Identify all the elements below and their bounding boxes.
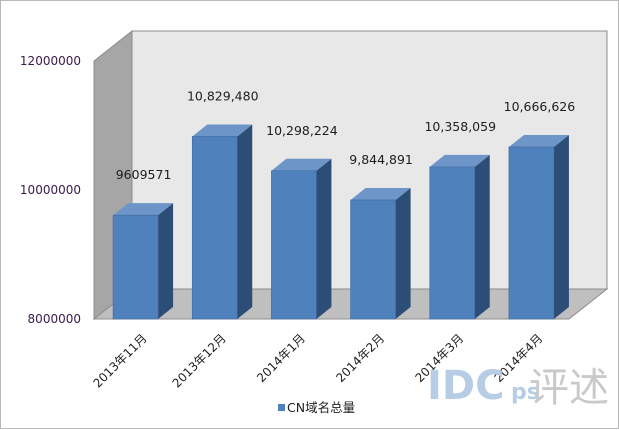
data-label: 10,829,480: [187, 88, 259, 103]
data-label: 10,358,059: [424, 119, 496, 134]
category-label: 2014年2月: [333, 331, 387, 385]
data-label: 9609571: [116, 167, 172, 182]
watermark: IDC ps 评述: [427, 363, 609, 411]
bar-side: [474, 154, 490, 319]
bar-side: [553, 135, 569, 319]
bar: [191, 124, 253, 320]
bar: [429, 154, 490, 320]
legend: CN域名总量: [278, 400, 355, 415]
bar-top: [429, 154, 490, 167]
category-label: 2014年1月: [254, 331, 308, 385]
y-axis-ticks: 8000000 10000000 12000000: [20, 54, 81, 326]
y-tick-label: 8000000: [28, 312, 81, 326]
data-label: 10,298,224: [266, 123, 338, 138]
bar-front: [191, 136, 238, 320]
category-label: 2013年12月: [170, 331, 229, 390]
watermark-text: IDC: [427, 363, 504, 409]
bars: [112, 124, 569, 320]
bar-front: [350, 199, 396, 320]
data-label: 10,666,626: [504, 99, 576, 114]
data-labels: 9609571 10,829,480 10,298,224 9,844,891 10,3…: [116, 88, 575, 182]
bar: [271, 158, 332, 320]
bar-front: [429, 166, 476, 320]
bar-side: [158, 203, 174, 319]
bar-top: [508, 135, 569, 148]
category-label: 2013年11月: [90, 331, 149, 390]
bar-top: [192, 124, 253, 137]
bar-front: [112, 214, 159, 320]
bar-top: [113, 203, 174, 216]
bar: [350, 188, 411, 320]
watermark-suffix: ps: [511, 380, 540, 405]
watermark-cjk: 评述: [529, 365, 609, 411]
bar: [112, 203, 174, 320]
bar-side: [316, 158, 332, 319]
y-tick-label: 10000000: [20, 183, 81, 197]
data-label: 9,844,891: [349, 152, 413, 167]
bar-top: [350, 188, 411, 201]
bar-top: [271, 158, 332, 171]
bar-side: [237, 124, 253, 320]
legend-swatch: [278, 404, 285, 411]
y-tick-label: 12000000: [20, 54, 81, 68]
bar: [508, 135, 569, 320]
bar-front: [271, 170, 317, 320]
legend-label: CN域名总量: [287, 400, 355, 415]
bar-side: [395, 188, 411, 319]
bar-front: [508, 146, 555, 320]
